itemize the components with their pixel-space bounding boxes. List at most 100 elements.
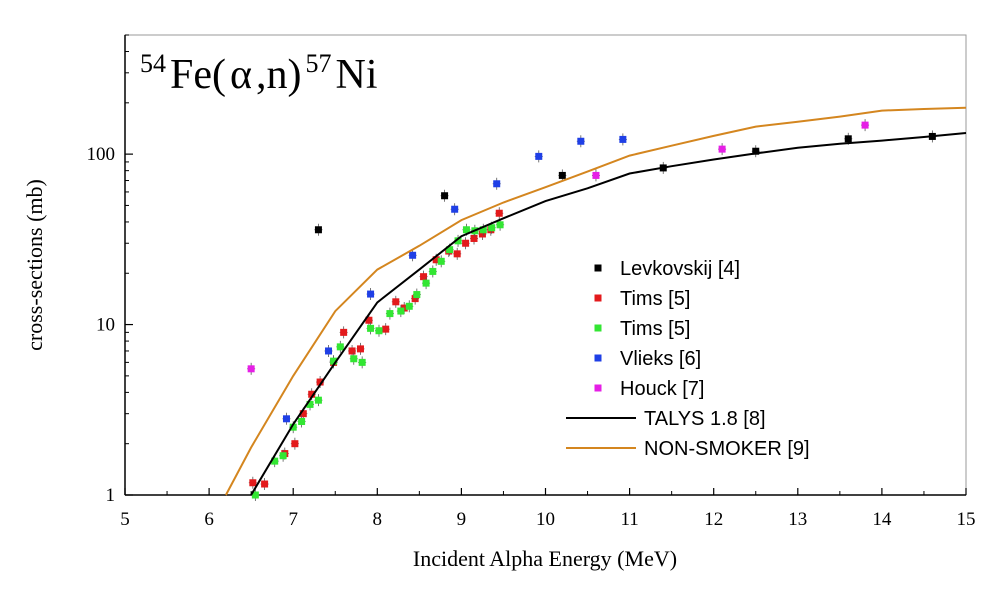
data-point xyxy=(358,356,367,369)
data-point xyxy=(248,476,257,489)
data-point xyxy=(453,247,462,260)
data-marker xyxy=(367,324,375,332)
data-marker xyxy=(249,479,257,487)
data-point xyxy=(366,288,375,301)
data-point xyxy=(349,352,358,365)
data-marker xyxy=(488,224,496,232)
data-marker xyxy=(451,205,459,213)
series-line xyxy=(250,132,967,496)
data-marker xyxy=(397,307,405,315)
data-point xyxy=(591,169,600,182)
data-marker xyxy=(454,237,462,245)
data-point xyxy=(251,489,260,501)
y-ticks: 1 10 100 xyxy=(87,34,133,506)
legend-marker-swatch xyxy=(594,294,602,302)
data-point xyxy=(437,255,446,268)
x-tick-label: 7 xyxy=(288,509,298,530)
data-point xyxy=(461,237,470,250)
data-point xyxy=(479,223,488,236)
data-marker xyxy=(289,423,297,431)
data-point xyxy=(412,288,421,301)
data-marker xyxy=(382,325,390,333)
data-point xyxy=(396,305,405,318)
data-marker xyxy=(247,365,255,373)
y-axis-title: cross-sections (mb) xyxy=(22,179,47,351)
data-point xyxy=(391,295,400,308)
x-tick-label: 11 xyxy=(620,509,638,530)
data-marker xyxy=(446,246,454,254)
data-marker xyxy=(375,327,383,335)
data-marker xyxy=(420,273,428,281)
data-marker xyxy=(479,226,487,234)
x-ticks: 5 6 7 8 9 10 11 12 13 14 15 xyxy=(120,488,976,530)
data-marker xyxy=(844,135,852,143)
data-marker xyxy=(478,230,486,238)
data-point xyxy=(366,322,375,335)
data-point xyxy=(428,265,437,278)
data-marker xyxy=(861,121,869,129)
series-1 xyxy=(248,207,504,491)
data-marker xyxy=(470,234,478,242)
series-layer xyxy=(225,106,967,501)
x-tick-label: 15 xyxy=(957,509,976,530)
data-point xyxy=(751,145,760,158)
x-tick-label: 13 xyxy=(788,509,807,530)
data-point xyxy=(408,249,417,262)
x-tick-label: 14 xyxy=(872,509,892,530)
plot-frame xyxy=(124,34,967,496)
legend-label: Tims [5] xyxy=(620,318,690,340)
legend-item: NON-SMOKER [9] xyxy=(566,438,810,460)
legend-label: NON-SMOKER [9] xyxy=(644,438,810,460)
data-marker xyxy=(495,209,503,217)
data-marker xyxy=(348,347,356,355)
data-marker xyxy=(493,180,501,188)
data-point xyxy=(618,133,627,146)
title-reaction-rest: ,n) xyxy=(256,52,302,98)
data-marker xyxy=(282,415,290,423)
data-marker xyxy=(577,137,585,145)
series-line xyxy=(225,106,967,496)
y-tick-label: 100 xyxy=(87,144,116,165)
data-marker xyxy=(405,302,413,310)
data-marker xyxy=(314,396,322,404)
legend-marker-swatch xyxy=(594,324,602,332)
data-marker xyxy=(535,152,543,160)
data-point xyxy=(260,478,269,491)
data-marker xyxy=(429,267,437,275)
x-tick-label: 9 xyxy=(457,509,467,530)
data-marker xyxy=(291,440,299,448)
data-marker xyxy=(422,279,430,287)
data-point xyxy=(324,344,333,357)
data-point xyxy=(718,143,727,156)
data-marker xyxy=(316,378,324,386)
data-point xyxy=(495,207,504,220)
x-tick-label: 6 xyxy=(204,509,214,530)
data-point xyxy=(290,437,299,450)
title-target: Fe( xyxy=(170,52,226,98)
title-mass-number-b: 57 xyxy=(306,49,332,78)
series-2 xyxy=(251,218,505,501)
plot-area xyxy=(124,34,967,496)
data-marker xyxy=(409,251,417,259)
x-tick-label: 10 xyxy=(536,509,555,530)
data-marker xyxy=(261,480,269,488)
data-point xyxy=(279,449,288,462)
data-marker xyxy=(558,171,566,179)
data-marker xyxy=(718,145,726,153)
series-4 xyxy=(247,119,870,375)
data-point xyxy=(314,223,323,236)
data-point xyxy=(336,340,345,353)
legend-label: TALYS 1.8 [8] xyxy=(644,408,766,430)
data-marker xyxy=(496,221,504,229)
data-marker xyxy=(251,491,259,499)
data-point xyxy=(422,277,431,290)
x-tick-label: 12 xyxy=(704,509,723,530)
data-point xyxy=(282,412,291,425)
legend-label: Vlieks [6] xyxy=(620,348,701,370)
data-marker xyxy=(441,192,449,200)
data-marker xyxy=(453,250,461,258)
data-point xyxy=(314,394,323,407)
data-marker xyxy=(392,298,400,306)
data-marker xyxy=(279,452,287,460)
data-point xyxy=(558,169,567,182)
